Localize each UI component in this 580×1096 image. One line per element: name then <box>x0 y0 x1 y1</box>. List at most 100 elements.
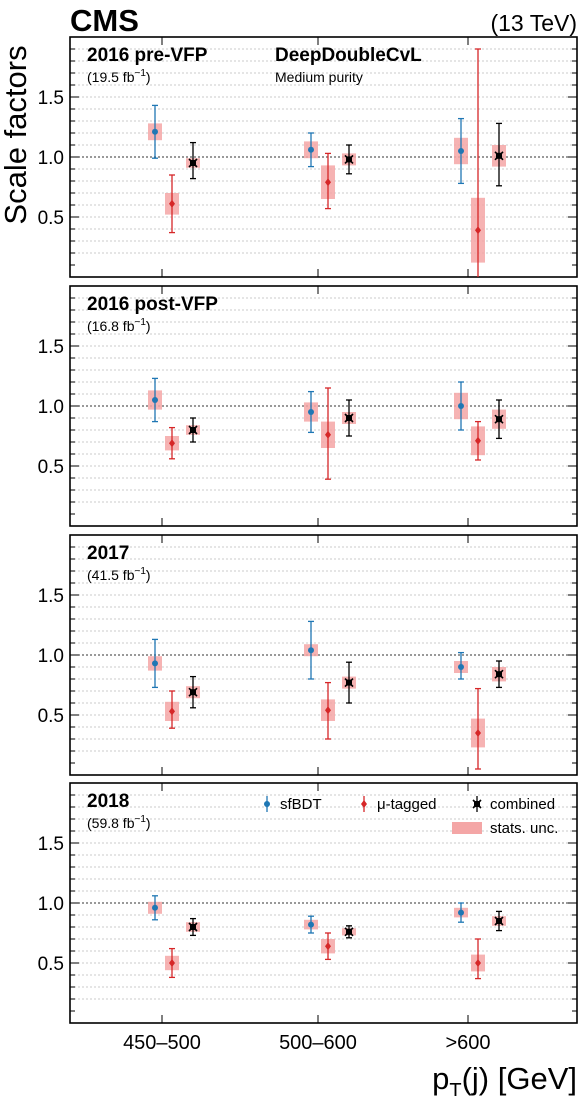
data-point-sfbdt <box>304 132 318 168</box>
data-point-combined <box>492 660 506 689</box>
panel-lumi-value: (16.8 fb <box>87 318 135 334</box>
y-tick-label: 1.5 <box>38 88 64 109</box>
y-tick-label: 0.5 <box>38 954 64 975</box>
legend-label: combined <box>490 796 555 813</box>
data-point-combined <box>492 910 506 932</box>
legend-label: sfBDT <box>280 796 322 813</box>
marker-mutagged <box>361 800 367 808</box>
panel-lumi-close: ) <box>146 815 151 831</box>
x-tick-label: >600 <box>445 1032 490 1054</box>
data-point-combined <box>342 925 356 939</box>
cms-label: CMS <box>70 3 139 38</box>
data-point-mutagged <box>471 48 485 277</box>
data-point-mutagged <box>471 420 485 461</box>
marker-mutagged <box>169 199 175 208</box>
marker-sfbdt <box>152 397 158 403</box>
data-point-combined <box>342 144 356 175</box>
x-axis-label: pT(j) [GeV] <box>432 1061 577 1096</box>
marker-mutagged <box>325 178 331 187</box>
panel-lumi-exp: −1 <box>134 68 146 79</box>
energy-label: (13 TeV) <box>490 10 577 36</box>
data-point-mutagged <box>321 681 335 740</box>
data-point-combined <box>186 141 200 180</box>
marker-mutagged <box>475 959 481 967</box>
marker-mutagged <box>325 942 331 951</box>
data-point-combined <box>186 675 200 709</box>
marker-mutagged <box>475 226 481 235</box>
data-point-sfbdt <box>148 377 162 423</box>
y-axis-label: Scale factors <box>0 45 33 224</box>
panel-lumi: (59.8 fb−1) <box>87 814 151 831</box>
marker-mutagged <box>325 706 331 715</box>
panel-lumi-exp: −1 <box>134 317 146 328</box>
data-point-mutagged <box>165 690 179 729</box>
marker-combined-cross <box>494 151 504 161</box>
data-point-combined <box>492 399 506 440</box>
marker-mutagged <box>475 436 481 445</box>
marker-mutagged <box>325 430 331 439</box>
marker-sfbdt <box>308 146 314 153</box>
marker-sfbdt <box>458 403 464 409</box>
panel-lumi: (41.5 fb−1) <box>87 566 151 583</box>
panel-lumi-exp: −1 <box>134 566 146 577</box>
data-point-combined <box>342 399 356 437</box>
y-tick-label: 0.5 <box>38 706 64 727</box>
x-axis-label-rest: (j) [GeV] <box>462 1061 577 1096</box>
data-point-combined <box>342 661 356 704</box>
y-tick-label: 1.0 <box>38 646 64 667</box>
data-point-mutagged <box>321 152 335 210</box>
y-tick-label: 0.5 <box>38 457 64 478</box>
marker-sfbdt <box>458 148 464 154</box>
marker-sfbdt <box>458 664 464 670</box>
marker-combined-cross <box>344 154 354 164</box>
panel-lumi-close: ) <box>146 567 151 583</box>
marker-combined-cross <box>344 413 354 423</box>
data-point-mutagged <box>471 687 485 770</box>
panel-1: 0.5 1.0 1.5 2016 post-VFP (16.8 fb−1) <box>38 285 578 527</box>
data-point-mutagged <box>165 426 179 460</box>
panel-title: 2016 post-VFP <box>87 294 218 315</box>
y-tick-label: 1.5 <box>38 337 64 358</box>
panel-title: 2018 <box>87 791 129 812</box>
y-tick-label: 1.5 <box>38 834 64 855</box>
y-tick-label: 0.5 <box>38 208 64 229</box>
legend: sfBDT μ-tagged combined stats. unc. <box>264 796 558 837</box>
marker-sfbdt <box>152 904 158 911</box>
tagger-name: DeepDoubleCvL <box>275 45 422 66</box>
marker-combined-cross <box>494 414 504 424</box>
marker-sfbdt <box>152 128 158 135</box>
marker-mutagged <box>169 707 175 716</box>
panel-2: 0.5 1.0 1.5 2017 (41.5 fb−1) <box>38 534 578 776</box>
marker-combined-cross <box>188 158 198 168</box>
marker-combined-cross <box>188 687 198 697</box>
legend-item-mutagged: μ-tagged <box>361 796 437 813</box>
legend-stats-swatch <box>452 822 482 834</box>
legend-item-stats: stats. unc. <box>452 820 558 837</box>
legend-item-combined: combined <box>472 796 555 813</box>
data-point-mutagged <box>321 387 335 480</box>
marker-sfbdt <box>458 909 464 916</box>
x-tick-label: 450–500 <box>123 1032 201 1054</box>
marker-mutagged <box>169 959 175 967</box>
marker-combined-cross <box>344 678 354 688</box>
marker-mutagged <box>169 439 175 448</box>
data-point-sfbdt <box>304 915 318 934</box>
x-axis-label-sub: T <box>449 1080 461 1096</box>
data-point-mutagged <box>165 174 179 234</box>
panel-title: 2017 <box>87 543 129 564</box>
x-axis-label-p: p <box>432 1061 449 1096</box>
marker-mutagged <box>475 729 481 737</box>
marker-combined-cross <box>494 669 504 679</box>
marker-combined-cross <box>494 916 504 926</box>
panel-0: 0.5 1.0 1.5 2016 pre-VFP (19.5 fb−1) DeepDoub… <box>38 36 578 278</box>
data-point-combined <box>186 417 200 443</box>
panel-lumi-value: (59.8 fb <box>87 815 135 831</box>
y-tick-label: 1.5 <box>38 586 64 607</box>
panel-lumi-value: (41.5 fb <box>87 567 135 583</box>
data-point-sfbdt <box>148 895 162 921</box>
marker-sfbdt <box>264 801 270 807</box>
marker-combined-cross <box>344 927 354 937</box>
data-point-combined <box>492 122 506 187</box>
y-tick-label: 1.0 <box>38 397 64 418</box>
